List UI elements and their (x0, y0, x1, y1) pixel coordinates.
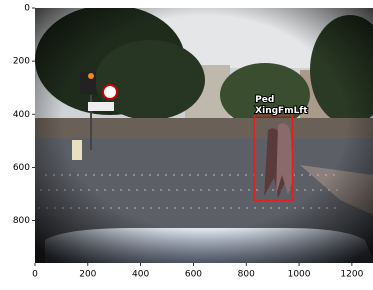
photo (35, 5, 373, 263)
x-tick-label: 400 (132, 270, 149, 280)
x-tick-label: 800 (238, 270, 255, 280)
x-tick-label: 600 (185, 270, 202, 280)
x-tick-label: 200 (79, 270, 96, 280)
y-tick-label: 400 (13, 110, 30, 120)
x-tick-label: 1200 (340, 270, 363, 280)
figure: PedXingFmLft 0 200 400 600 800 1000 1200 0 200 40… (0, 0, 373, 290)
x-tick-label: 1000 (288, 270, 311, 280)
x-tick-label: 0 (32, 270, 38, 280)
y-tick-label: 200 (13, 57, 30, 67)
y-tick-label: 600 (13, 163, 30, 173)
y-tick-label: 800 (13, 216, 30, 226)
box-label: Ped (255, 95, 274, 105)
y-tick-label: 0 (24, 4, 30, 14)
box-label: XingFmLft (255, 106, 308, 116)
